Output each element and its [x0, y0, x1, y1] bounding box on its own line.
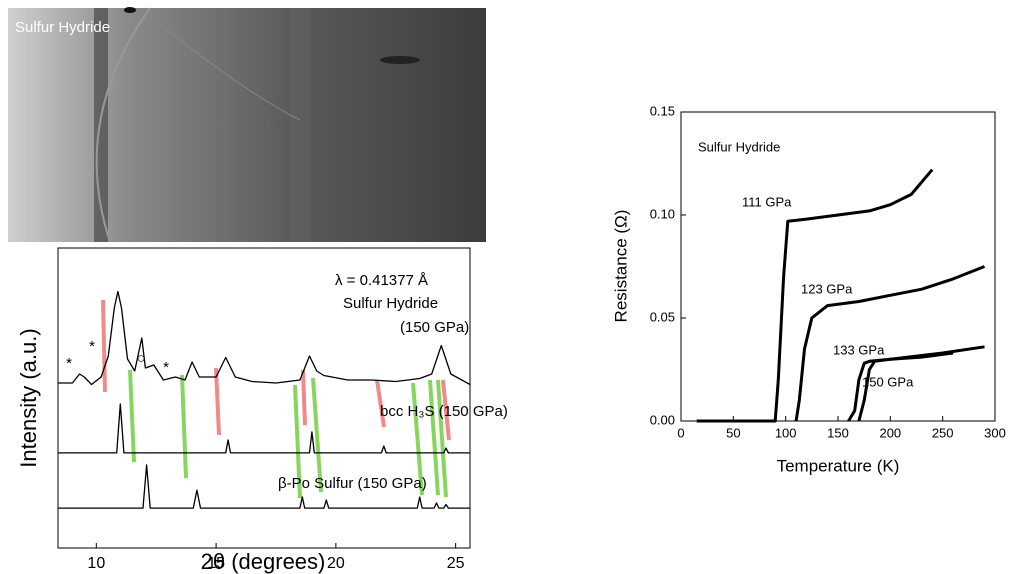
y-tick-label: 0.00	[650, 412, 675, 427]
annotation: Sulfur Hydride	[343, 295, 438, 312]
image-label: Sulfur Hydride	[15, 19, 110, 36]
peak-mark: *	[163, 359, 169, 376]
x-tick-label: 100	[775, 425, 797, 440]
annotation: λ = 0.41377 Å	[335, 272, 428, 289]
series-line	[58, 290, 471, 386]
detector-image	[8, 7, 486, 243]
series-label: bcc H₃S (150 GPa)	[380, 403, 508, 420]
y-tick-label: 0.10	[650, 206, 675, 221]
series-label: 150 GPa	[862, 374, 914, 389]
plot-frame	[57, 247, 471, 549]
x-tick-label: 20	[327, 555, 345, 572]
x-tick-label: 50	[726, 425, 740, 440]
x-tick-label: 200	[879, 425, 901, 440]
x-axis-title: 2θ (degrees)	[201, 549, 326, 574]
plot-frame	[680, 111, 996, 422]
series-line	[58, 403, 470, 454]
annotation: (150 GPa)	[400, 319, 469, 336]
y-axis-title: Intensity (a.u.)	[16, 328, 41, 467]
y-axis-title: Resistance (Ω)	[611, 210, 630, 323]
series-label: 123 GPa	[801, 281, 853, 296]
x-tick-label: 0	[677, 425, 684, 440]
x-tick-label: 25	[447, 555, 465, 572]
peak-mark: *	[66, 355, 72, 372]
x-axis-title: Temperature (K)	[777, 456, 900, 475]
peak-mark: ○	[136, 350, 145, 367]
series-line	[696, 168, 934, 423]
y-tick-label: 0.05	[650, 309, 675, 324]
y-tick-label: 0.15	[650, 103, 675, 118]
series-line	[58, 464, 470, 509]
guide-lines	[101, 299, 451, 499]
series-label: 133 GPa	[833, 342, 885, 357]
series-label: β-Po Sulfur (150 GPa)	[278, 475, 427, 492]
x-tick-label: 300	[984, 425, 1006, 440]
x-tick-label: 10	[87, 555, 105, 572]
x-tick-label: 15	[207, 555, 225, 572]
peak-mark: *	[89, 338, 95, 355]
series-line	[857, 351, 954, 422]
annotation: Sulfur Hydride	[698, 139, 780, 154]
x-tick-label: 250	[932, 425, 954, 440]
x-tick-label: 150	[827, 425, 849, 440]
series-label: 111 GPa	[742, 194, 792, 209]
series-line	[794, 265, 986, 422]
